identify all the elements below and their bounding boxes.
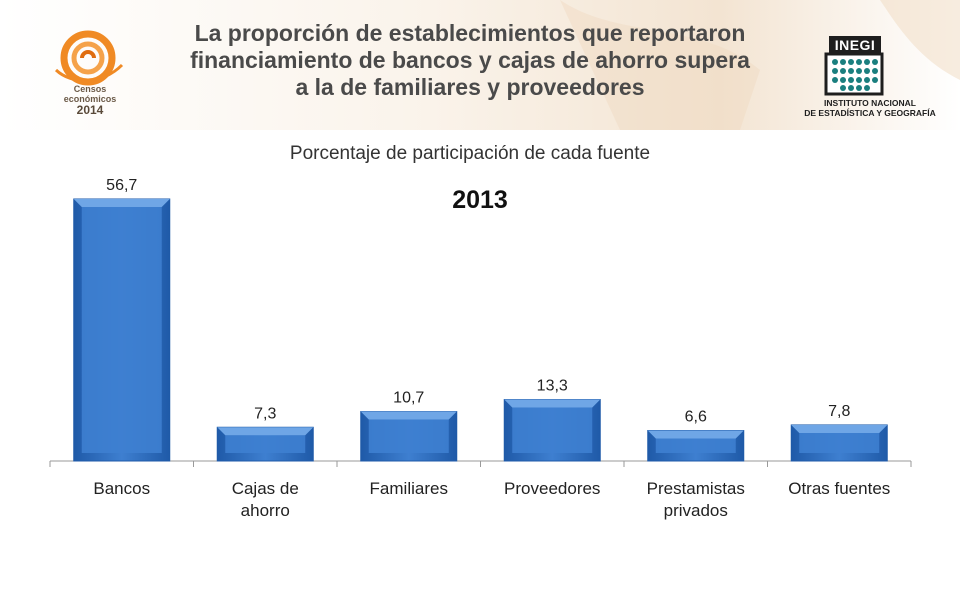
category-label: Prestamistas — [647, 479, 745, 498]
censos-logo-text: Censos económicos 2014 — [54, 84, 126, 117]
data-label: 13,3 — [537, 378, 568, 395]
inegi-wordmark: INEGI — [829, 36, 881, 54]
header-decoration — [560, 0, 960, 130]
inegi-logo — [824, 52, 884, 96]
bar-face — [368, 419, 449, 453]
bar — [216, 426, 314, 462]
chart-year: 2013 — [452, 186, 508, 214]
bar-face — [81, 207, 162, 453]
bar — [503, 399, 601, 462]
category-label: privados — [664, 501, 728, 520]
inegi-caption: INSTITUTO NACIONAL DE ESTADÍSTICA Y GEOG… — [785, 98, 955, 118]
bar-bevel-top — [647, 430, 744, 439]
censos-year: 2014 — [76, 103, 104, 117]
bar-bevel-top — [360, 411, 457, 420]
data-label: 10,7 — [393, 390, 424, 407]
bar — [647, 430, 745, 462]
bar-face — [225, 435, 306, 453]
bar-bevel-top — [504, 399, 601, 408]
bar — [360, 411, 458, 462]
bar-bevel-top — [217, 427, 314, 436]
page-title: La proporción de establecimientos que re… — [130, 20, 810, 101]
censos-line2: económicos — [63, 94, 117, 104]
data-label: 7,8 — [828, 403, 850, 420]
bar — [73, 198, 171, 462]
title-line-2: financiamiento de bancos y cajas de ahor… — [190, 47, 750, 73]
header-background — [0, 0, 960, 130]
bar-face — [512, 407, 593, 453]
inegi-caption-line-2: DE ESTADÍSTICA Y GEOGRAFÍA — [804, 108, 936, 118]
bar-face — [799, 432, 880, 453]
category-label: Cajas de — [232, 479, 299, 498]
title-line-1: La proporción de establecimientos que re… — [194, 20, 746, 46]
censos-line1: Censos — [73, 84, 107, 94]
category-label: Familiares — [370, 479, 448, 498]
chart-title: Porcentaje de participación de cada fuen… — [289, 143, 651, 164]
category-label: Otras fuentes — [788, 479, 890, 498]
category-label: Bancos — [93, 479, 150, 498]
data-label: 7,3 — [254, 405, 276, 422]
data-label: 56,7 — [106, 177, 137, 194]
data-label: 6,6 — [685, 409, 707, 426]
bar-bevel-top — [73, 199, 170, 207]
bar-face — [655, 438, 736, 453]
category-label: Proveedores — [504, 479, 600, 498]
bar-bevel-top — [791, 424, 888, 433]
title-line-3: a la de familiares y proveedores — [295, 74, 645, 100]
inegi-caption-line-1: INSTITUTO NACIONAL — [824, 98, 916, 108]
bar — [790, 424, 888, 462]
censos-economicos-logo — [54, 30, 124, 86]
category-label: ahorro — [241, 501, 290, 520]
